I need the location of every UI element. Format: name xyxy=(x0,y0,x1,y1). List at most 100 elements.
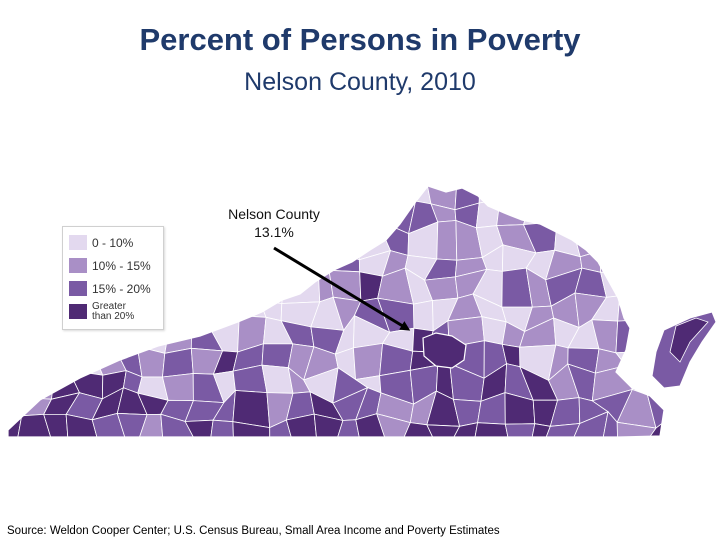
county-polygon xyxy=(334,419,362,437)
county-polygon xyxy=(118,186,145,210)
county-polygon xyxy=(8,255,28,285)
county-polygon xyxy=(164,316,193,354)
county-polygon xyxy=(18,225,52,260)
county-polygon xyxy=(328,254,361,273)
county-polygon xyxy=(426,424,461,437)
county-polygon xyxy=(648,186,664,202)
county-polygon xyxy=(351,186,388,207)
legend-label-line: Greater xyxy=(92,300,126,312)
county-polygon xyxy=(8,225,24,257)
nelson-county-region xyxy=(422,332,467,369)
county-polygon xyxy=(183,226,216,255)
county-polygon xyxy=(519,186,560,210)
county-polygon xyxy=(241,270,271,304)
callout-county-name: Nelson County xyxy=(228,206,320,222)
county-polygon xyxy=(160,186,200,212)
map-title: Percent of Persons in Poverty xyxy=(139,22,581,57)
legend-item: Greater than 20% xyxy=(69,300,159,323)
county-polygon xyxy=(238,186,267,203)
county-polygon xyxy=(378,186,417,207)
county-polygon xyxy=(644,415,664,437)
county-polygon xyxy=(639,219,664,252)
county-polygon xyxy=(619,271,653,298)
county-polygon xyxy=(259,270,286,304)
county-polygon xyxy=(162,373,194,402)
county-polygon xyxy=(91,186,122,202)
county-polygon xyxy=(184,210,213,234)
county-polygon xyxy=(473,422,510,437)
legend-label-line: than 20% xyxy=(92,310,135,322)
county-polygon xyxy=(24,344,56,378)
county-polygon xyxy=(212,249,243,284)
county-polygon xyxy=(621,195,650,228)
county-polygon xyxy=(165,200,195,235)
callout-arrow xyxy=(273,246,411,331)
virginia-outline xyxy=(7,185,665,438)
county-polygon xyxy=(522,197,558,226)
legend-swatch xyxy=(69,258,87,273)
legend-swatch xyxy=(69,304,87,319)
county-polygon xyxy=(8,325,30,356)
county-polygon xyxy=(569,209,608,222)
county-polygon xyxy=(601,410,619,437)
county-polygon xyxy=(259,186,294,208)
county-polygon xyxy=(581,186,608,213)
county-polygon xyxy=(26,269,52,308)
county-polygon xyxy=(91,412,128,437)
county-polygon xyxy=(620,249,653,277)
county-polygon xyxy=(647,195,664,228)
county-polygon xyxy=(162,248,188,281)
legend-label: 0 - 10% xyxy=(92,235,134,250)
county-polygon xyxy=(18,199,52,233)
legend-swatch xyxy=(69,281,87,296)
eastern-shore-county xyxy=(669,317,709,363)
nelson-county-callout: Nelson County 13.1% xyxy=(214,205,334,241)
county-polygon xyxy=(23,315,50,357)
county-polygon xyxy=(162,347,194,378)
legend-label: 15% - 20% xyxy=(92,281,151,296)
county-polygon xyxy=(22,255,52,271)
county-polygon xyxy=(8,395,23,417)
county-polygon xyxy=(281,274,321,304)
county-polygon xyxy=(261,343,294,369)
county-polygon xyxy=(291,186,316,208)
county-polygon xyxy=(188,293,224,325)
county-polygon xyxy=(331,196,355,235)
county-polygon xyxy=(212,273,246,304)
county-polygon xyxy=(410,186,432,205)
county-polygon xyxy=(530,423,551,437)
county-polygon xyxy=(163,293,193,328)
county-polygon xyxy=(238,300,267,318)
county-polygon xyxy=(592,186,629,211)
county-polygon xyxy=(137,186,166,210)
county-polygon xyxy=(8,347,33,378)
county-polygon xyxy=(351,202,388,221)
county-polygon xyxy=(352,342,384,380)
county-polygon xyxy=(269,419,294,437)
county-polygon xyxy=(330,219,360,261)
county-polygon xyxy=(187,279,224,303)
county-polygon xyxy=(543,423,581,437)
county-polygon xyxy=(547,186,585,213)
county-polygon xyxy=(232,390,271,429)
county-polygon xyxy=(621,220,649,257)
county-polygon xyxy=(8,413,23,437)
map-legend: 0 - 10% 10% - 15% 15% - 20% Greater than… xyxy=(62,226,164,330)
county-polygon xyxy=(209,419,235,437)
county-polygon xyxy=(639,271,664,298)
county-polygon xyxy=(622,186,657,207)
county-polygon xyxy=(8,198,24,227)
county-polygon xyxy=(240,250,270,275)
county-polygon xyxy=(40,341,70,371)
county-polygon xyxy=(449,422,479,437)
county-polygon xyxy=(615,319,648,354)
county-polygon xyxy=(601,205,629,222)
legend-item: 10% - 15% xyxy=(69,254,159,277)
callout-value: 13.1% xyxy=(254,224,294,240)
county-polygon xyxy=(65,186,96,213)
legend-swatch xyxy=(69,235,87,250)
county-polygon xyxy=(8,364,33,398)
county-polygon xyxy=(328,186,361,203)
legend-item: 15% - 20% xyxy=(69,277,159,300)
legend-item: 0 - 10% xyxy=(69,231,159,254)
